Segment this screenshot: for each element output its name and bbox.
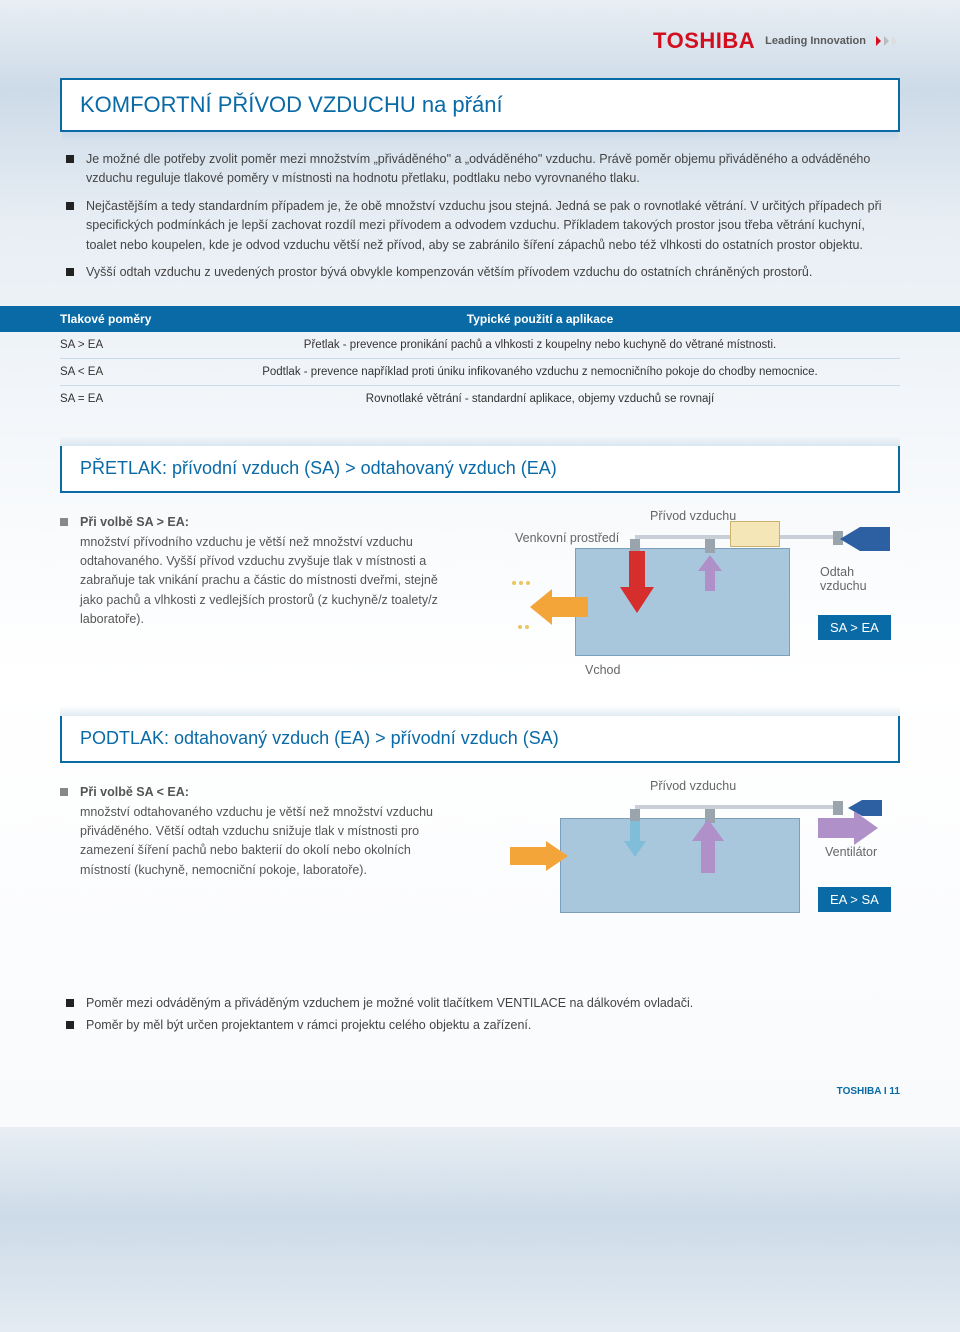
arrow-supply-icon bbox=[620, 551, 654, 613]
intro-bullet: Vyšší odtah vzduchu z uvedených prostor … bbox=[66, 263, 894, 282]
label-venkovni: Venkovní prostředí bbox=[515, 531, 619, 545]
arrow-intake-icon bbox=[840, 525, 890, 553]
section-podtlak-desc: množství odtahovaného vzduchu je větší n… bbox=[80, 805, 433, 877]
label-odtah: Odtah vzduchu bbox=[820, 565, 900, 593]
intro-bullet: Nejčastějším a tedy standardním případem… bbox=[66, 197, 894, 255]
room-box bbox=[575, 548, 790, 656]
table-cell-left: SA < EA bbox=[60, 366, 180, 378]
table-cell-left: SA = EA bbox=[60, 393, 180, 405]
brand-name: TOSHIBA bbox=[653, 28, 755, 54]
brand-block: TOSHIBA Leading Innovation bbox=[653, 28, 900, 54]
page-number: TOSHIBA I 11 bbox=[0, 1086, 900, 1097]
diagram-pretlak: Venkovní prostředí Přívod vzduchu Odtah … bbox=[470, 513, 900, 688]
footer-bullet: Poměr by měl být určen projektantem v rá… bbox=[66, 1015, 894, 1036]
section-pretlak-heading: PŘETLAK: přívodní vzduch (SA) > odtahova… bbox=[60, 446, 900, 493]
brand-tagline: Leading Innovation bbox=[765, 35, 866, 47]
table-head-left: Tlakové poměry bbox=[60, 312, 180, 326]
section-pretlak-desc: množství přívodního vzduchu je větší než… bbox=[80, 535, 438, 627]
pressure-table: Tlakové poměry Typické použití a aplikac… bbox=[0, 306, 960, 418]
label-vchod: Vchod bbox=[585, 663, 620, 677]
section-podtlak-text: Při volbě SA < EA: množství odtahovaného… bbox=[60, 783, 446, 880]
label-privod: Přívod vzduchu bbox=[650, 779, 736, 793]
label-ventilator: Ventilátor bbox=[825, 845, 877, 859]
particles-icon bbox=[518, 625, 529, 629]
footer-bullets: Poměr mezi odváděným a přiváděným vzduch… bbox=[66, 993, 894, 1036]
nozzle-icon bbox=[705, 539, 715, 553]
intro-bullets: Je možné dle potřeby zvolit poměr mezi m… bbox=[66, 150, 894, 282]
diagram-podtlak: Přívod vzduchu Vchod Ventilátor Budova bbox=[470, 783, 900, 943]
unit-box bbox=[730, 521, 780, 547]
footer-bullet: Poměr mezi odváděným a přiváděným vzduch… bbox=[66, 993, 894, 1014]
table-row: SA > EA Přetlak - prevence pronikání pac… bbox=[60, 332, 900, 359]
table-row: SA < EA Podtlak - prevence například pro… bbox=[60, 359, 900, 386]
table-cell-right: Rovnotlaké větrání - standardní aplikace… bbox=[180, 393, 900, 405]
page-title: KOMFORTNÍ PŘÍVOD VZDUCHU na přání bbox=[60, 78, 900, 132]
section-pretlak-bold: Při volbě SA > EA: bbox=[80, 515, 189, 529]
table-cell-right: Přetlak - prevence pronikání pachů a vlh… bbox=[180, 339, 900, 351]
table-cell-left: SA > EA bbox=[60, 339, 180, 351]
badge-sa-ea: SA > EA bbox=[818, 615, 891, 640]
section-podtlak-heading: PODTLAK: odtahovaný vzduch (EA) > přívod… bbox=[60, 716, 900, 763]
arrow-exhaust-icon bbox=[692, 819, 724, 873]
arrow-door-icon bbox=[530, 589, 588, 625]
section-podtlak-bold: Při volbě SA < EA: bbox=[80, 785, 189, 799]
building-box bbox=[560, 818, 800, 913]
page-header: TOSHIBA Leading Innovation bbox=[0, 0, 960, 78]
arrow-outflow-icon bbox=[818, 811, 878, 845]
section-pretlak-text: Při volbě SA > EA: množství přívodního v… bbox=[60, 513, 446, 629]
section-podtlak-body: Při volbě SA < EA: množství odtahovaného… bbox=[60, 783, 900, 943]
table-cell-right: Podtlak - prevence například proti úniku… bbox=[180, 366, 900, 378]
intro-bullet: Je možné dle potřeby zvolit poměr mezi m… bbox=[66, 150, 894, 189]
particles-icon bbox=[512, 581, 530, 585]
arrow-exhaust-icon bbox=[698, 555, 722, 591]
arrow-supply-icon bbox=[624, 821, 646, 857]
chevrons-icon bbox=[876, 36, 900, 46]
label-privod: Přívod vzduchu bbox=[650, 509, 736, 523]
table-row: SA = EA Rovnotlaké větrání - standardní … bbox=[60, 386, 900, 412]
table-head-right: Typické použití a aplikace bbox=[180, 312, 900, 326]
section-pretlak-body: Při volbě SA > EA: množství přívodního v… bbox=[60, 513, 900, 688]
duct-line bbox=[635, 805, 840, 809]
badge-ea-sa: EA > SA bbox=[818, 887, 891, 912]
arrow-door-icon bbox=[510, 841, 568, 871]
